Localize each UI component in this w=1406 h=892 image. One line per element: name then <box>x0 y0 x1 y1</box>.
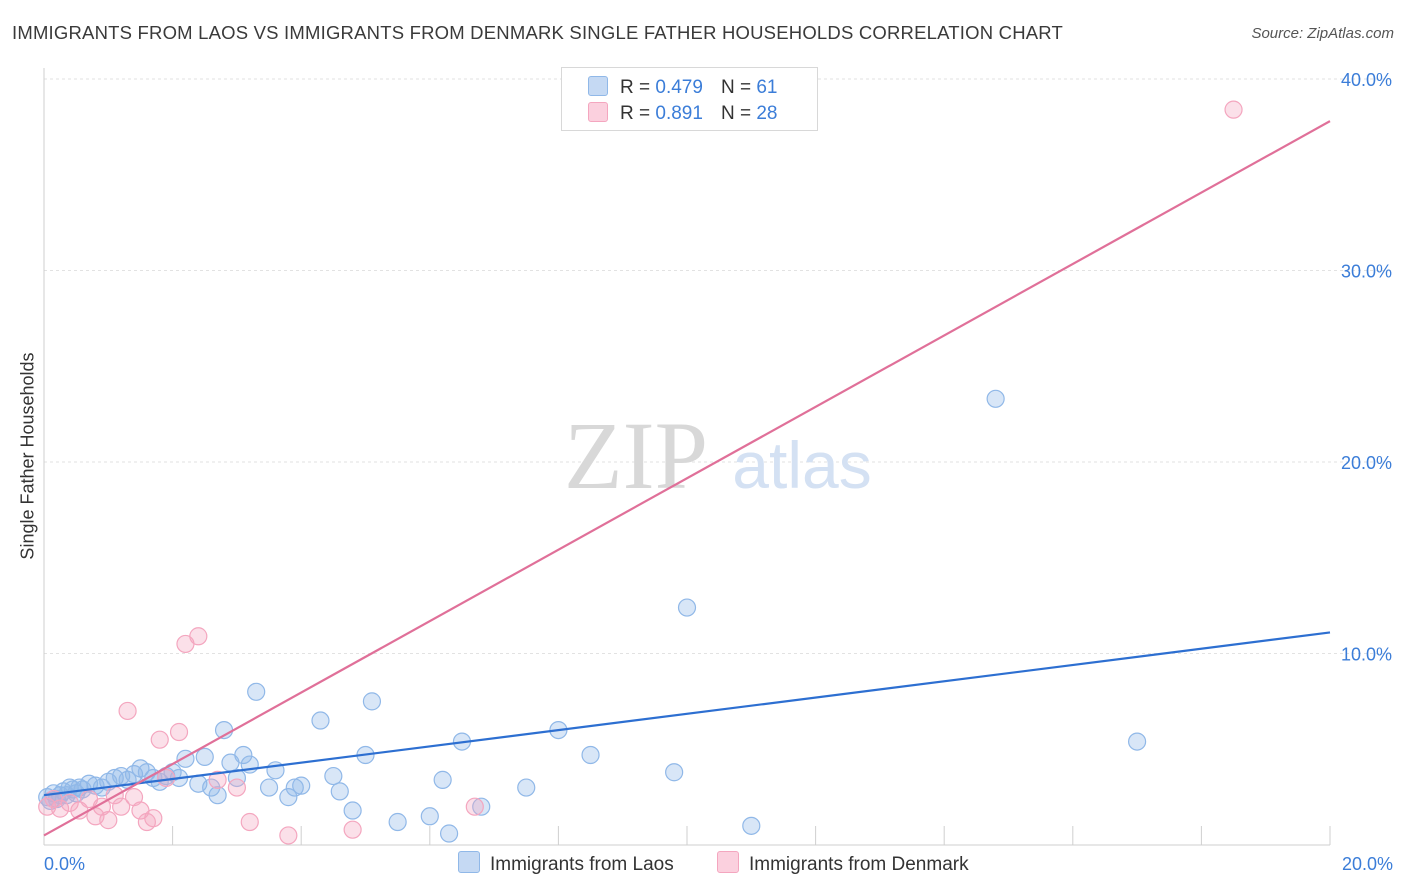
point-laos <box>581 745 600 765</box>
point-laos <box>279 788 298 807</box>
legend-swatch-denmark <box>588 102 608 122</box>
bottom-legend-label-laos: Immigrants from Laos <box>490 854 674 875</box>
point-laos <box>343 801 362 820</box>
point-laos <box>1127 732 1147 751</box>
point-laos <box>330 782 349 801</box>
point-laos <box>439 824 459 843</box>
point-laos <box>433 770 452 789</box>
trend-line-laos <box>43 631 1331 797</box>
axes <box>43 68 1331 846</box>
y-axis-label: Single Father Households <box>17 352 38 560</box>
point-denmark <box>189 627 208 646</box>
legend-n-label: N = <box>720 77 752 98</box>
y-tick-label: 30.0% <box>1341 262 1392 282</box>
point-laos <box>472 797 491 816</box>
point-laos <box>677 598 697 617</box>
watermark: ZIP atlas <box>564 402 872 509</box>
x-tick-label: 0.0% <box>44 854 85 874</box>
point-denmark <box>144 809 163 828</box>
watermark-zip: ZIP <box>564 402 708 509</box>
point-laos <box>362 692 382 711</box>
point-denmark <box>60 793 79 812</box>
y-tick-label: 40.0% <box>1341 70 1392 90</box>
point-laos <box>285 778 304 797</box>
point-denmark <box>227 778 246 797</box>
y-tick-label: 20.0% <box>1341 453 1392 473</box>
point-denmark <box>465 797 484 816</box>
point-laos <box>517 778 536 797</box>
bottom-legend-laos: Immigrants from Laos <box>458 851 674 877</box>
point-laos <box>227 768 246 788</box>
point-laos <box>388 812 407 832</box>
gridlines <box>44 78 1392 654</box>
legend-row-denmark: R = 0.891 N = 28 <box>588 102 777 126</box>
tick-labels: 10.0% 20.0% 30.0% 40.0% 0.0% 20.0% <box>44 70 1393 874</box>
point-denmark <box>118 701 137 721</box>
point-laos <box>311 711 330 730</box>
trend-lines <box>43 120 1331 837</box>
legend-n-value-laos: 61 <box>756 77 778 98</box>
point-laos <box>742 816 761 835</box>
legend-r-label: R = <box>620 77 651 98</box>
bottom-legend-swatch-denmark <box>717 851 739 873</box>
point-laos <box>259 778 279 797</box>
point-laos <box>234 745 253 765</box>
bottom-legend-label-denmark: Immigrants from Denmark <box>749 854 969 875</box>
trend-line-denmark <box>43 120 1331 837</box>
point-laos <box>208 786 227 805</box>
point-denmark <box>112 797 131 816</box>
point-laos <box>986 389 1005 408</box>
point-denmark <box>343 820 362 839</box>
point-denmark <box>99 811 118 830</box>
legend-n-label: N = <box>720 103 752 124</box>
legend-r-value-laos: 0.479 <box>655 77 703 98</box>
x-tick-label: 20.0% <box>1342 854 1393 874</box>
point-laos <box>247 682 266 701</box>
point-denmark <box>50 799 70 818</box>
point-denmark <box>169 722 189 742</box>
point-laos <box>420 807 439 826</box>
y-tick-label: 10.0% <box>1341 645 1392 665</box>
legend-r-value-denmark: 0.891 <box>655 103 703 124</box>
chart-source: Source: ZipAtlas.com <box>1251 25 1394 42</box>
point-denmark <box>279 826 298 845</box>
point-denmark <box>150 730 169 749</box>
bottom-legend-swatch-laos <box>458 851 480 873</box>
watermark-atlas: atlas <box>732 428 871 502</box>
legend-row-laos: R = 0.479 N = 61 <box>588 76 777 100</box>
point-laos <box>665 763 684 782</box>
bottom-legend-denmark: Immigrants from Denmark <box>717 851 969 877</box>
point-laos <box>292 776 311 795</box>
legend-r-label: R = <box>620 103 651 124</box>
point-denmark <box>208 770 227 789</box>
chart-title: IMMIGRANTS FROM LAOS VS IMMIGRANTS FROM … <box>12 22 1064 43</box>
point-denmark <box>240 812 259 832</box>
correlation-legend: R = 0.479 N = 61 R = 0.891 N = 28 <box>561 67 818 131</box>
point-laos <box>195 747 214 767</box>
legend-swatch-laos <box>588 76 608 96</box>
legend-n-value-denmark: 28 <box>756 103 778 124</box>
point-denmark <box>1224 100 1243 119</box>
point-laos <box>324 766 343 786</box>
